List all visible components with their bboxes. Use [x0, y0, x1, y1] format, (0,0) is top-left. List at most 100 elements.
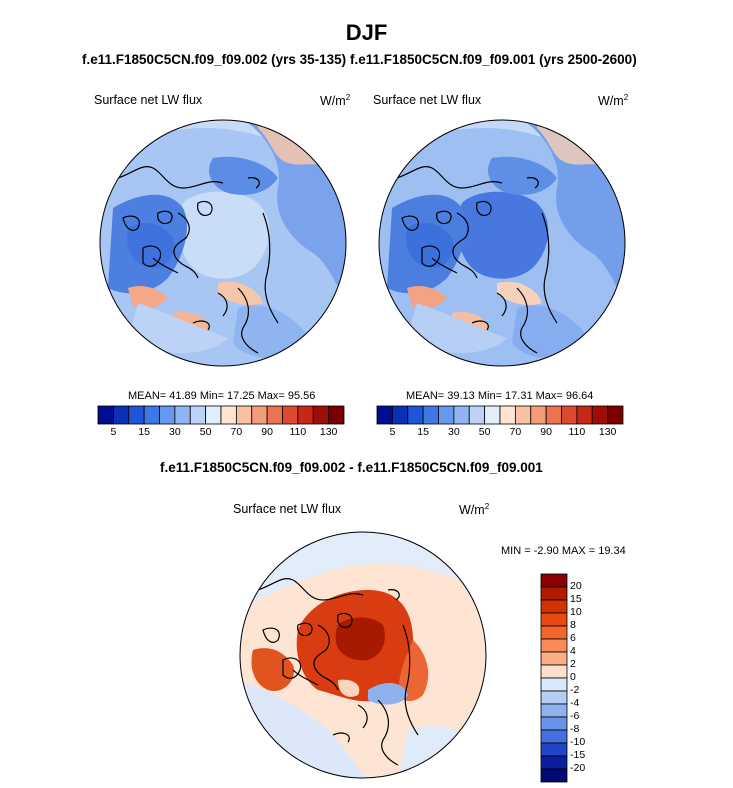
- colorbar-swatch: [561, 405, 578, 425]
- colorbar-swatch: [128, 405, 145, 425]
- colorbar-tick-label: 50: [199, 426, 212, 438]
- colorbar-swatch: [514, 405, 532, 425]
- colorbar-swatch: [189, 405, 207, 425]
- colorbar-swatch: [112, 405, 130, 425]
- colorbar-tick-label: -15: [570, 749, 586, 761]
- right-polar-map: [378, 119, 626, 367]
- colorbar-tick-label: 110: [568, 426, 586, 438]
- colorbar-swatch: [391, 405, 409, 425]
- difference-variable-label: Surface net LW flux: [233, 502, 342, 516]
- colorbar-tick-label: -6: [570, 710, 580, 722]
- colorbar-swatch: [266, 405, 283, 425]
- colorbar-swatch: [540, 664, 568, 679]
- colorbar-swatch: [576, 405, 593, 425]
- colorbar-swatch: [540, 703, 568, 718]
- colorbar-swatch: [407, 405, 424, 425]
- colorbar-tick-label: 0: [570, 671, 576, 683]
- colorbar-tick-label: 70: [230, 426, 243, 438]
- left-colorbar-ticks: 5 15 30 50 70 90 110 130: [98, 426, 344, 440]
- colorbar-tick-label: 15: [417, 426, 429, 438]
- colorbar-swatch: [468, 405, 486, 425]
- colorbar-swatch: [312, 405, 330, 425]
- colorbar-tick-label: 15: [570, 593, 582, 605]
- colorbar-tick-label: 130: [598, 426, 617, 438]
- colorbar-swatch: [540, 716, 568, 731]
- colorbar-swatch: [97, 405, 114, 425]
- colorbar-tick-label: -10: [570, 736, 586, 748]
- left-panel-case-title: f.e11.F1850C5CN.f09_f09.002 (yrs 35-135): [82, 52, 347, 67]
- colorbar-tick-label: 50: [478, 426, 491, 438]
- right-panel-case-title: f.e11.F1850C5CN.f09_f09.001 (yrs 2500-26…: [349, 52, 637, 67]
- colorbar-tick-label: 110: [289, 426, 307, 438]
- colorbar-swatch: [540, 599, 568, 614]
- colorbar-swatch: [220, 405, 237, 425]
- colorbar-tick-label: 20: [570, 580, 582, 592]
- colorbar-tick-label: 4: [570, 645, 576, 657]
- colorbar-tick-label: 6: [570, 632, 576, 644]
- colorbar-tick-label: 8: [570, 619, 576, 631]
- colorbar-swatch: [453, 405, 470, 425]
- colorbar-swatch: [438, 405, 455, 425]
- difference-colorbar-ticks: 20 15 10 8 6 4 2 0 -2 -4 -6 -8 -10 -15 -20: [570, 574, 610, 782]
- colorbar-swatch: [499, 405, 516, 425]
- colorbar-swatch: [540, 677, 568, 692]
- left-stats-text: MEAN= 41.89 Min= 17.25 Max= 95.56: [128, 390, 316, 402]
- colorbar-swatch: [540, 612, 568, 627]
- colorbar-swatch: [422, 405, 439, 425]
- right-units-label: W/m2: [598, 93, 629, 109]
- colorbar-swatch: [540, 729, 568, 744]
- colorbar-tick-label: -4: [570, 697, 580, 709]
- colorbar-swatch: [251, 405, 268, 425]
- colorbar-swatch: [540, 638, 568, 653]
- colorbar-swatch: [484, 405, 501, 425]
- colorbar-tick-label: 130: [319, 426, 338, 438]
- colorbar-tick-label: 5: [389, 426, 396, 438]
- colorbar-tick-label: 70: [509, 426, 522, 438]
- colorbar-swatch: [591, 405, 609, 425]
- difference-polar-map: [239, 531, 487, 779]
- left-colorbar: [97, 405, 345, 425]
- difference-colorbar: [540, 573, 568, 783]
- difference-units-label: W/m2: [459, 502, 490, 518]
- colorbar-swatch: [540, 755, 568, 770]
- colorbar-swatch: [607, 405, 624, 425]
- colorbar-tick-label: -8: [570, 723, 580, 735]
- right-colorbar: [376, 405, 624, 425]
- colorbar-swatch: [540, 651, 568, 666]
- colorbar-swatch: [540, 768, 568, 783]
- difference-minmax-text: MIN = -2.90 MAX = 19.34: [501, 545, 626, 557]
- right-variable-label: Surface net LW flux: [373, 93, 482, 107]
- left-units-label: W/m2: [320, 93, 351, 109]
- colorbar-swatch: [545, 405, 562, 425]
- colorbar-tick-label: 90: [540, 426, 552, 438]
- colorbar-swatch: [540, 690, 568, 705]
- colorbar-tick-label: 30: [448, 426, 460, 438]
- colorbar-swatch: [530, 405, 547, 425]
- colorbar-swatch: [540, 573, 568, 588]
- colorbar-tick-label: -2: [570, 684, 580, 696]
- colorbar-tick-label: 5: [110, 426, 117, 438]
- colorbar-swatch: [328, 405, 345, 425]
- colorbar-swatch: [297, 405, 314, 425]
- colorbar-swatch: [159, 405, 176, 425]
- right-stats-text: MEAN= 39.13 Min= 17.31 Max= 96.64: [406, 390, 594, 402]
- colorbar-swatch: [205, 405, 222, 425]
- colorbar-swatch: [376, 405, 393, 425]
- colorbar-swatch: [540, 625, 568, 640]
- right-colorbar-ticks: 5 15 30 50 70 90 110 130: [377, 426, 623, 440]
- colorbar-swatch: [235, 405, 253, 425]
- colorbar-tick-label: 2: [570, 658, 576, 670]
- left-variable-label: Surface net LW flux: [94, 93, 203, 107]
- colorbar-tick-label: 15: [138, 426, 150, 438]
- left-polar-map: [99, 119, 347, 367]
- colorbar-swatch: [174, 405, 191, 425]
- figure-title: DJF: [345, 20, 388, 45]
- colorbar-tick-label: 90: [261, 426, 273, 438]
- colorbar-swatch: [540, 742, 568, 757]
- colorbar-tick-label: -20: [570, 762, 586, 774]
- colorbar-swatch: [540, 586, 568, 601]
- colorbar-tick-label: 10: [570, 606, 582, 618]
- colorbar-swatch: [143, 405, 160, 425]
- colorbar-swatch: [282, 405, 299, 425]
- colorbar-tick-label: 30: [169, 426, 181, 438]
